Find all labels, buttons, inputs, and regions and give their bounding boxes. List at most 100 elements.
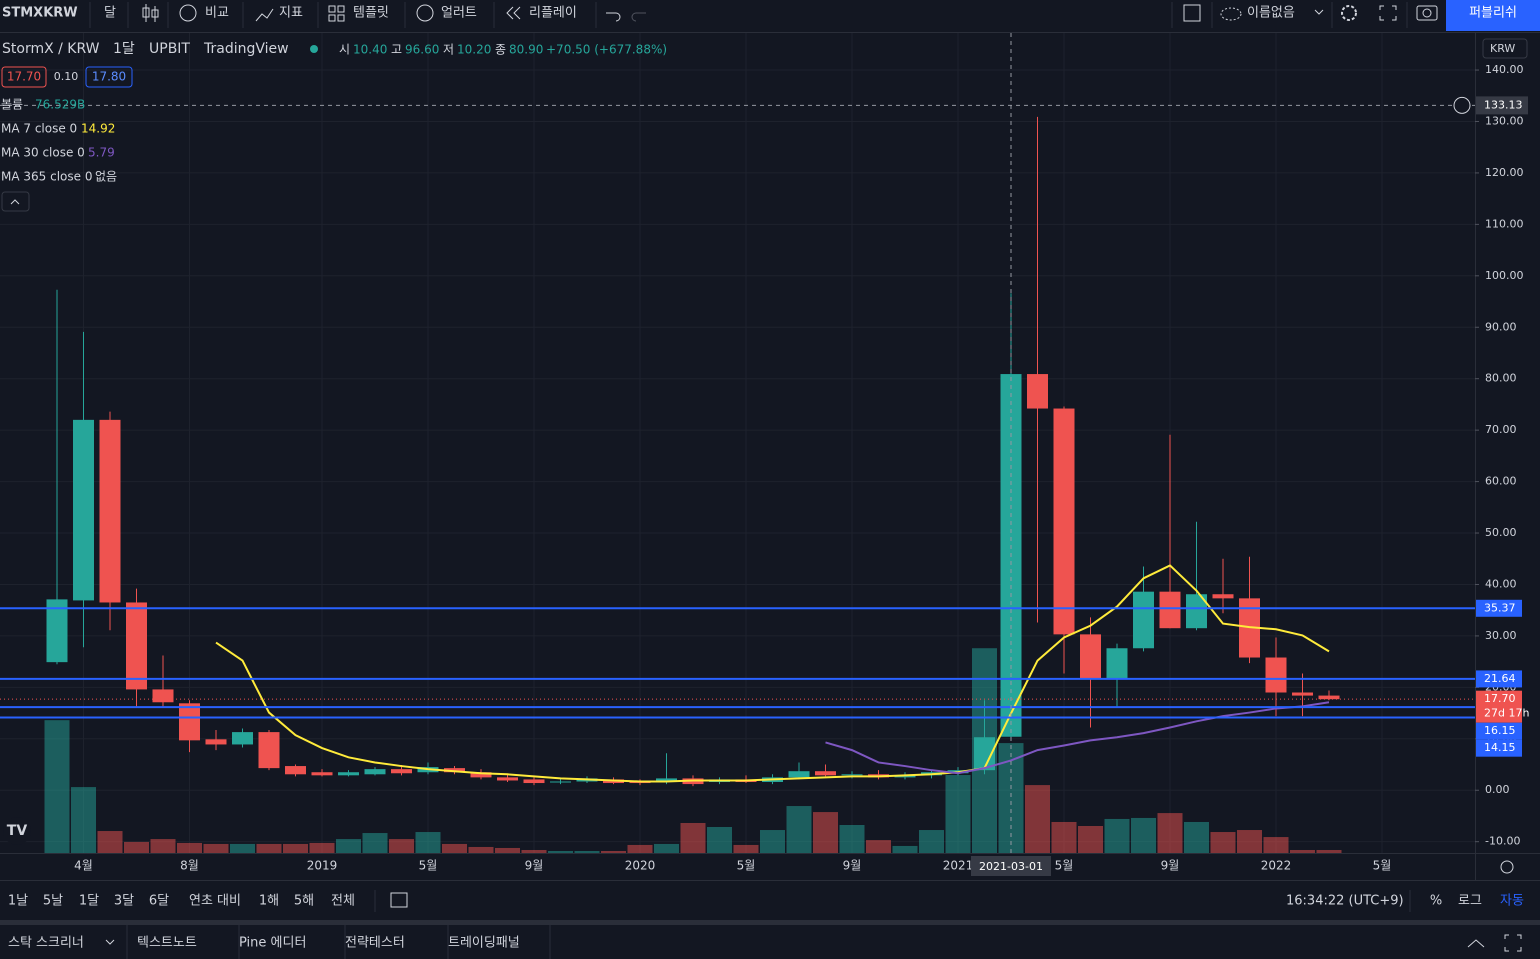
- ma-line: [215, 564, 1330, 783]
- tab[interactable]: 텍스트노트: [137, 936, 197, 951]
- panel-toggle[interactable]: [1467, 939, 1485, 948]
- volume-bar: [892, 845, 918, 853]
- legend-interval: 1달: [113, 41, 135, 57]
- replay-button[interactable]: 리플레이: [529, 6, 577, 21]
- log-toggle[interactable]: 로그: [1458, 894, 1482, 909]
- range-button[interactable]: 5날: [43, 894, 63, 909]
- tab[interactable]: 전략테스터: [345, 936, 405, 951]
- fullscreen-icon[interactable]: [1379, 5, 1397, 21]
- crosshair-price-box: [1476, 96, 1528, 115]
- tab[interactable]: 트레이딩패널: [448, 936, 520, 951]
- candle-body: [1053, 408, 1075, 635]
- price-label-box: [1476, 690, 1522, 723]
- range-button[interactable]: 6달: [149, 894, 169, 909]
- l-label: 저: [443, 43, 454, 57]
- volume-label: 볼륨: [1, 98, 23, 112]
- candle-body: [788, 771, 810, 778]
- volume-bar: [839, 824, 865, 853]
- y-tick-label: 90.00: [1485, 320, 1517, 333]
- volume-bar: [150, 839, 176, 853]
- volume-bar: [283, 843, 308, 853]
- range-button[interactable]: 1날: [8, 894, 28, 909]
- volume-bar: [362, 833, 388, 853]
- cloud-icon: [1220, 7, 1242, 21]
- tab[interactable]: 스탁 스크리너: [8, 936, 84, 951]
- ma-legend-value: 없음: [95, 170, 117, 184]
- o-label: 시: [339, 43, 350, 57]
- candle-body: [311, 772, 333, 776]
- snapshot-icon[interactable]: [1416, 5, 1438, 21]
- candle-body: [974, 737, 995, 771]
- dropdown-arrow: [1314, 9, 1324, 15]
- x-tick-label: 5월: [737, 859, 756, 873]
- range-button[interactable]: 1달: [79, 894, 99, 909]
- price-label-box: [1476, 599, 1522, 617]
- x-tick-label: 5월: [1055, 859, 1074, 873]
- candle-body: [656, 778, 677, 783]
- templates-button[interactable]: 템플릿: [353, 6, 389, 21]
- symbol[interactable]: STMXKRW: [2, 6, 78, 21]
- tab[interactable]: Pine 에디터: [239, 936, 306, 951]
- add-alert-button: [1453, 96, 1471, 114]
- panel-maximize[interactable]: [1504, 934, 1522, 952]
- axis-settings[interactable]: [1500, 860, 1514, 874]
- candle-body: [497, 777, 518, 781]
- volume-bar: [813, 812, 838, 853]
- currency-button[interactable]: [1482, 38, 1528, 59]
- goto-date[interactable]: [390, 892, 408, 908]
- chart-type-icon[interactable]: [142, 4, 159, 22]
- candle-body: [73, 419, 94, 601]
- undo-icon[interactable]: [606, 12, 621, 22]
- candle-body: [470, 772, 492, 778]
- volume-bar: [866, 840, 891, 853]
- range-button[interactable]: 3달: [114, 894, 134, 909]
- range-button[interactable]: 5해: [294, 894, 314, 909]
- publish-button[interactable]: [1446, 0, 1540, 31]
- volume-bar: [707, 827, 732, 853]
- settings-icon[interactable]: [1341, 5, 1357, 21]
- h-value: 96.60: [405, 43, 439, 57]
- y-tick-label: 80.00: [1485, 372, 1517, 385]
- price-label-box: [1476, 670, 1522, 688]
- x-tick-label: 9월: [843, 859, 862, 873]
- top-toolbar: STMXKRW 달 비교 지표 템플릿 얼러트 리플레이 이름없음: [0, 0, 1540, 33]
- x-tick-label: 4월: [74, 859, 93, 873]
- ma-line: [825, 701, 1330, 775]
- interval-button[interactable]: 달: [104, 6, 116, 21]
- ma-legend-name: MA 365 close 0: [1, 170, 92, 184]
- candle-body: [1106, 648, 1128, 680]
- candle-body: [444, 768, 465, 773]
- tv-logo[interactable]: [3, 817, 31, 845]
- bid-box[interactable]: [1, 66, 47, 88]
- indicators-button[interactable]: 지표: [279, 6, 303, 21]
- percent-toggle[interactable]: %: [1430, 894, 1442, 909]
- layout-icon[interactable]: [1183, 4, 1201, 22]
- indicator-icon: [255, 8, 274, 22]
- alert-button[interactable]: 얼러트: [441, 6, 477, 21]
- ask-box[interactable]: [85, 66, 133, 88]
- clock: 16:34:22 (UTC+9): [1286, 894, 1404, 909]
- range-button[interactable]: 연초 대비: [189, 894, 241, 909]
- candle-body: [1265, 657, 1287, 693]
- y-tick-label: 120.00: [1485, 166, 1524, 179]
- y-tick-label: 70.00: [1485, 423, 1517, 436]
- layout-name[interactable]: 이름없음: [1247, 6, 1295, 21]
- redo-icon[interactable]: [631, 12, 646, 22]
- publish-label: 퍼블리쉬: [1469, 6, 1517, 21]
- volume-bar: [1051, 821, 1077, 853]
- volume-bar: [203, 843, 229, 853]
- volume-bar: [442, 843, 467, 853]
- compare-button[interactable]: 비교: [205, 6, 229, 21]
- y-tick-label: 130.00: [1485, 114, 1524, 127]
- volume-bar: [1290, 849, 1315, 853]
- x-tick-label: 9월: [1161, 859, 1180, 873]
- volume-bar: [44, 720, 70, 853]
- x-tick-label: 2019: [307, 859, 338, 873]
- range-button[interactable]: 전체: [331, 894, 355, 909]
- auto-toggle[interactable]: 자동: [1500, 894, 1524, 909]
- spread: 0.10: [54, 70, 79, 83]
- candle-body: [523, 779, 545, 784]
- range-button[interactable]: 1해: [259, 894, 279, 909]
- collapse-legend[interactable]: [1, 191, 30, 212]
